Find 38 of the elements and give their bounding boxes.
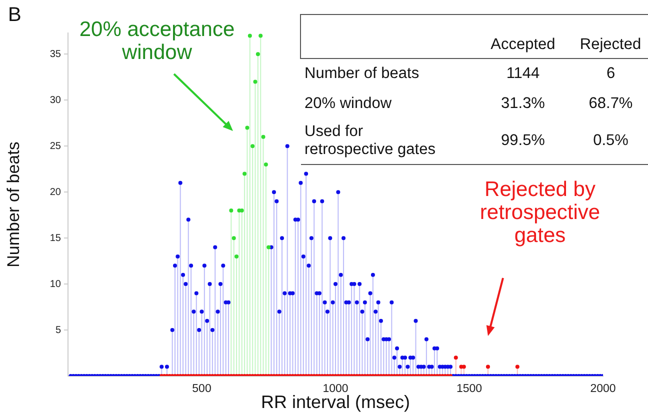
y-axis-title: Number of beats [4, 142, 23, 268]
x-tick-label: 500 [192, 383, 212, 396]
y-tick-label: 5 [55, 324, 62, 336]
annotation: 0.5% [592, 131, 630, 152]
point [258, 34, 263, 38]
point [253, 80, 258, 84]
point [229, 208, 234, 212]
point [245, 126, 250, 130]
annotation: 99.5% [500, 131, 546, 152]
point [232, 236, 236, 240]
annotation: Used for retrospective gates [304, 123, 436, 160]
point [264, 162, 268, 166]
y-tick-label: 25 [50, 140, 62, 152]
x-tick-label: 2000 [590, 383, 616, 396]
text: B [8, 4, 22, 26]
point [234, 254, 239, 258]
y-tick-label: 10 [50, 278, 62, 290]
y-tick-label: 20 [50, 186, 62, 198]
y-tick-label: 35 [50, 48, 62, 60]
annotation: Rejected [578, 34, 642, 54]
annotation: 68.7% [588, 94, 634, 114]
x-tick-label: 1500 [456, 383, 482, 396]
point [248, 34, 252, 38]
annotation: 20% window [304, 94, 393, 112]
annotation: Accepted [490, 34, 556, 54]
annotation: Number of beats [304, 64, 420, 83]
point [266, 245, 271, 250]
text: 6 [605, 64, 616, 84]
annotation: 31.3% [500, 94, 546, 114]
annotation: Rejected by retrospective gates [478, 178, 602, 248]
annotation: 1144 [505, 64, 541, 84]
point [242, 172, 247, 176]
point [250, 144, 255, 148]
annotation: 20% acceptance window [78, 18, 236, 64]
y-tick-label: 15 [50, 232, 62, 244]
y-tick-label: 30 [50, 94, 62, 106]
point [261, 134, 266, 139]
point [256, 52, 260, 56]
